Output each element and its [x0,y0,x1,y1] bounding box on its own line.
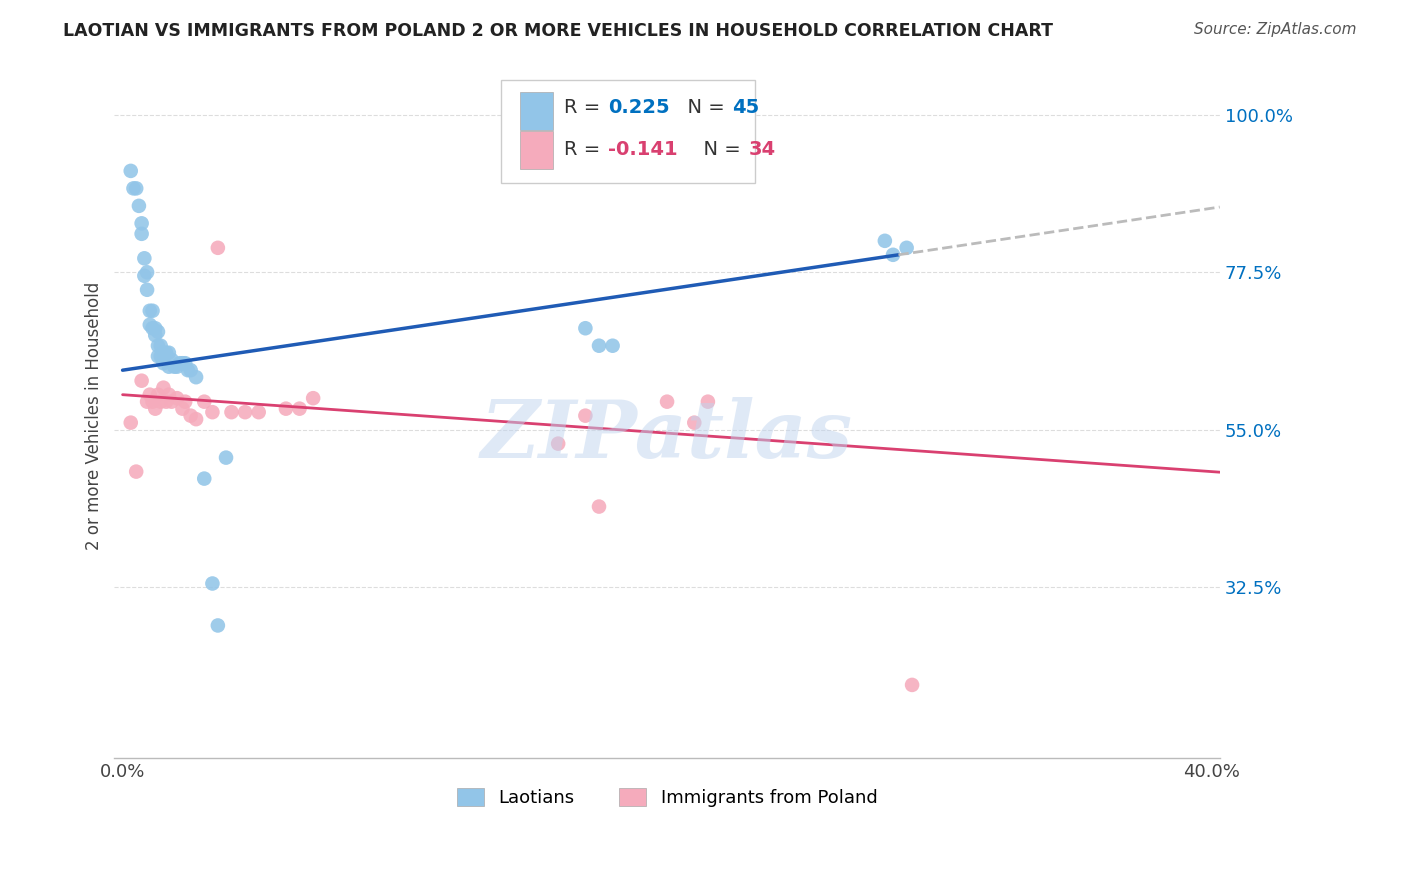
Point [146,387,169,401]
Point [574,409,596,423]
Point [139,303,162,318]
Point [174,356,197,370]
Bar [520,92,553,130]
Point [901,678,924,692]
Legend: Laotians, Immigrants from Poland: Laotians, Immigrants from Poland [450,780,884,814]
Point [128,199,150,213]
Point [157,387,180,401]
Point [143,401,166,416]
Point [157,345,180,359]
Point [141,394,163,409]
Point [149,394,172,409]
Point [152,356,174,370]
Point [180,409,202,423]
Point [125,181,148,195]
Point [122,181,145,195]
Point [166,359,188,374]
Point [157,359,180,374]
Text: N =: N = [675,98,731,117]
Point [602,339,624,353]
Point [149,339,172,353]
Point [233,405,256,419]
Point [136,283,159,297]
Point [131,227,153,241]
Point [193,394,215,409]
Y-axis label: 2 or more Vehicles in Household: 2 or more Vehicles in Household [86,282,103,549]
Point [131,216,153,230]
Point [873,234,896,248]
Text: LAOTIAN VS IMMIGRANTS FROM POLAND 2 OR MORE VEHICLES IN HOUSEHOLD CORRELATION CH: LAOTIAN VS IMMIGRANTS FROM POLAND 2 OR M… [63,22,1053,40]
Point [120,164,142,178]
Text: R =: R = [564,98,607,117]
Point [201,576,224,591]
Point [882,248,904,262]
Point [136,265,159,279]
Point [141,303,163,318]
Point [683,416,706,430]
Point [288,401,311,416]
Point [215,450,238,465]
Point [588,500,610,514]
Point [166,391,188,405]
Point [655,394,678,409]
Point [131,374,153,388]
Text: 45: 45 [733,98,759,117]
Point [155,394,177,409]
FancyBboxPatch shape [502,79,755,183]
Point [160,394,183,409]
Point [174,394,197,409]
Point [155,345,177,359]
Point [120,416,142,430]
Point [172,356,194,370]
Point [169,356,191,370]
Point [139,387,162,401]
Point [125,465,148,479]
Point [201,405,224,419]
Point [172,401,194,416]
Point [139,318,162,332]
Point [143,321,166,335]
Point [152,345,174,359]
Point [146,349,169,363]
Point [588,339,610,353]
Point [180,363,202,377]
Bar [520,131,553,169]
Point [207,618,229,632]
Text: Source: ZipAtlas.com: Source: ZipAtlas.com [1194,22,1357,37]
Point [574,321,596,335]
Point [134,268,156,283]
Point [152,381,174,395]
Point [274,401,297,416]
Point [177,363,200,377]
Text: R =: R = [564,140,607,160]
Text: N =: N = [692,140,748,160]
Point [146,339,169,353]
Point [184,412,207,426]
Point [221,405,243,419]
Point [149,349,172,363]
Text: -0.141: -0.141 [609,140,678,160]
Point [136,394,159,409]
Point [184,370,207,384]
Point [134,252,156,266]
Point [207,241,229,255]
Point [143,328,166,343]
Point [146,325,169,339]
Point [247,405,270,419]
Text: 0.225: 0.225 [609,98,671,117]
Text: ZIPatlas: ZIPatlas [481,398,853,475]
Point [547,436,569,450]
Point [696,394,718,409]
Point [163,359,186,374]
Point [141,321,163,335]
Point [193,472,215,486]
Point [160,352,183,367]
Point [302,391,325,405]
Point [896,241,918,255]
Text: 34: 34 [749,140,776,160]
